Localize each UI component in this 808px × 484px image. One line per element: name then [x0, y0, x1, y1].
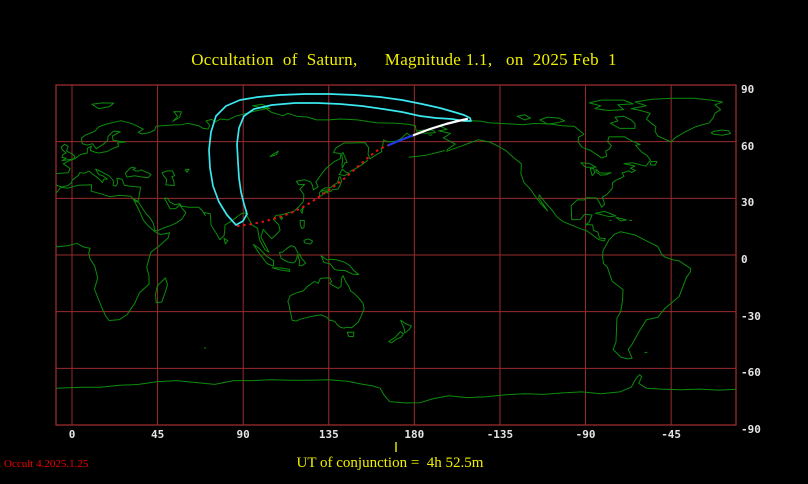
coastline-baffin-island	[609, 115, 636, 129]
coastline-java	[271, 267, 291, 272]
coastline-aral-sea	[184, 168, 190, 173]
coastline-lake-michigan	[589, 168, 596, 177]
coastline-south-america	[602, 231, 692, 360]
lon-tick-label: 0	[68, 428, 76, 441]
coastline-antarctica	[56, 374, 736, 404]
lon-tick-label: -135	[486, 428, 514, 441]
visibility-loop	[208, 93, 472, 226]
coastline-black-sea	[124, 166, 152, 179]
lat-tick-label: -30	[741, 309, 761, 323]
coastline-north-america	[438, 119, 651, 242]
coastline-eurasia	[56, 108, 436, 253]
coastline-nz-south-island	[388, 331, 404, 344]
lon-tick-label: 180	[404, 428, 425, 441]
lat-tick-label: 0	[741, 253, 748, 266]
coastline-jamaica	[609, 219, 612, 222]
lat-tick-label: -90	[741, 423, 761, 436]
coastline-sri-lanka	[223, 237, 229, 245]
coastline-luzon	[299, 219, 305, 230]
coastline-hokkaido	[338, 168, 350, 177]
lat-tick-label: 90	[741, 82, 755, 96]
lon-tick-label: -90	[575, 428, 596, 441]
coastline-africa	[56, 184, 171, 321]
coastline-madagascar	[155, 277, 168, 304]
coastline-mindanao	[303, 238, 314, 245]
coastline-newfoundland	[649, 161, 658, 166]
centerline-daylight	[236, 143, 391, 228]
coastline-aleutian-chain	[408, 150, 445, 158]
chart-title: Occultation of Saturn, Magnitude 1.1, on…	[191, 50, 617, 69]
lat-tick-label: -60	[741, 366, 761, 380]
coastline-caspian-sea	[161, 170, 176, 186]
coastline-nz-north-island	[400, 319, 412, 334]
occultation-layer	[208, 93, 472, 228]
coastline-australia	[287, 275, 365, 329]
coastline-shikoku	[324, 190, 329, 194]
coastline-banks-island	[516, 114, 531, 121]
lon-tick-label: 45	[150, 428, 165, 441]
lat-tick-label: 60	[741, 139, 755, 153]
coastline-novaya-zemlya	[172, 111, 182, 122]
coastline-great-britain	[60, 143, 76, 162]
coastline-sulawesi	[297, 253, 307, 267]
coastline-hispaniola	[615, 216, 627, 222]
coastline-sumatra	[252, 243, 275, 267]
map-frame	[55, 84, 737, 426]
coastline-lakes-huron-erie-ontario	[595, 168, 612, 176]
lon-tick-label: -45	[661, 428, 682, 441]
coastline-victoria-island	[539, 116, 566, 125]
software-version: Occult 4.2025.1.25	[4, 458, 89, 470]
coastline-borneo	[279, 245, 299, 264]
coastline-ellesmere-island	[588, 99, 634, 111]
coastline-sakhalin	[341, 151, 348, 169]
coastline-lake-baikal	[269, 150, 279, 158]
coastline-lake-superior	[580, 162, 597, 168]
coastline-severnaya-zemlya	[252, 103, 271, 110]
coastline-tasmania	[346, 331, 355, 338]
centerline-night	[412, 117, 469, 137]
grid-lines	[56, 84, 736, 426]
lat-tick-label: 30	[741, 196, 755, 210]
coastline-svalbard	[91, 102, 115, 110]
coastline-greenland	[630, 97, 723, 143]
coastline-iceland	[710, 129, 731, 136]
coastline-new-guinea	[320, 255, 360, 275]
lon-tick-label: 90	[236, 428, 250, 441]
centerline-twilight	[387, 133, 416, 147]
coastline-taiwan	[300, 207, 304, 214]
coastlines-layer	[56, 97, 736, 404]
conjunction-annotation: UT of conjunction = 4h 52.5m	[296, 455, 484, 471]
coastline-cuba	[594, 210, 617, 218]
lon-tick-label: 135	[318, 428, 339, 441]
